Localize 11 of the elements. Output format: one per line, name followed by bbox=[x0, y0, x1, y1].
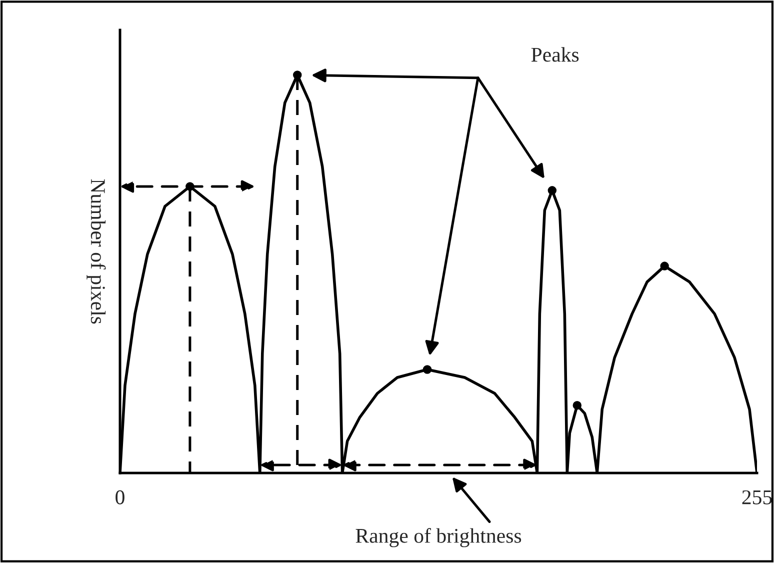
point bbox=[186, 182, 194, 191]
y-axis-title: Number of pixels bbox=[86, 179, 106, 324]
point bbox=[292, 70, 302, 80]
text: Peaks bbox=[531, 47, 579, 62]
point bbox=[572, 400, 582, 410]
x-tick-label: 255 bbox=[742, 490, 772, 504]
x-tick-label: 0 bbox=[116, 490, 124, 504]
point bbox=[548, 186, 557, 195]
point bbox=[422, 365, 432, 374]
point bbox=[660, 262, 669, 270]
x-axis-title: Range of brightness bbox=[356, 528, 522, 548]
